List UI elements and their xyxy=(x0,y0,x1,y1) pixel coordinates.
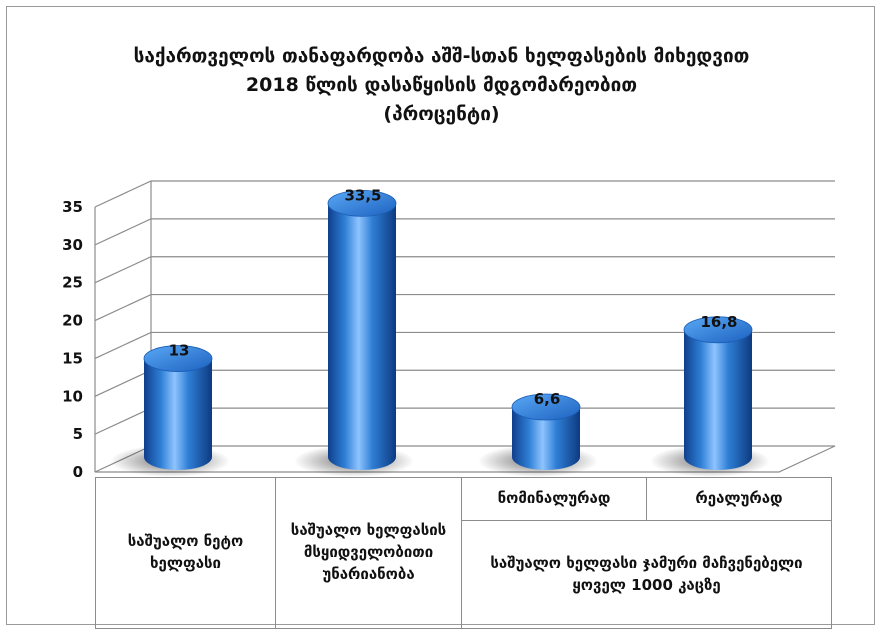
y-tick-label: 5 xyxy=(73,425,83,443)
gridline xyxy=(94,180,835,208)
bar-top xyxy=(683,316,753,344)
y-tick-label: 30 xyxy=(62,236,83,254)
gridline xyxy=(94,293,835,322)
bar xyxy=(328,203,396,470)
chart-title-line-2: 2018 წლის დასაწყისის მდგომარეობით xyxy=(245,74,638,96)
y-tick-label: 15 xyxy=(62,349,83,367)
chart-title-line-3: (პროცენტი) xyxy=(383,103,500,125)
y-tick-label: 25 xyxy=(62,274,83,292)
y-tick-label: 10 xyxy=(62,387,83,405)
bar-top xyxy=(327,189,397,217)
gridline xyxy=(94,218,835,246)
gridline xyxy=(94,331,835,359)
category-table: საშუალო ნეტო ხელფასი საშუალო ხელფასის მს… xyxy=(95,477,832,629)
bar xyxy=(144,358,212,470)
bar-top xyxy=(511,393,581,421)
data-label: 16,8 xyxy=(700,313,737,331)
category-label-4: რეალურად xyxy=(646,477,832,521)
y-tick-label: 35 xyxy=(62,198,83,216)
category-label-2: საშუალო ხელფასის მსყიდველობითი უნარიანობ… xyxy=(275,477,462,629)
bar-top xyxy=(143,345,213,372)
y-tick-label: 20 xyxy=(62,312,83,330)
gridline xyxy=(94,256,835,284)
bar xyxy=(684,329,752,470)
chart-title-line-1: საქართველოს თანაფარდობა აშშ-სთან ხელფასე… xyxy=(133,45,750,67)
data-label: 6,6 xyxy=(534,390,561,408)
category-label-1: საშუალო ნეტო ხელფასი xyxy=(95,477,276,629)
category-label-3: ნომინალურად xyxy=(461,477,647,521)
data-label: 33,5 xyxy=(344,186,381,204)
group-label: საშუალო ხელფასი ჯამური მაჩვენებელი ყოველ… xyxy=(461,520,832,629)
data-label: 13 xyxy=(169,342,190,360)
y-tick-label: 0 xyxy=(73,463,83,481)
bar xyxy=(512,407,580,470)
